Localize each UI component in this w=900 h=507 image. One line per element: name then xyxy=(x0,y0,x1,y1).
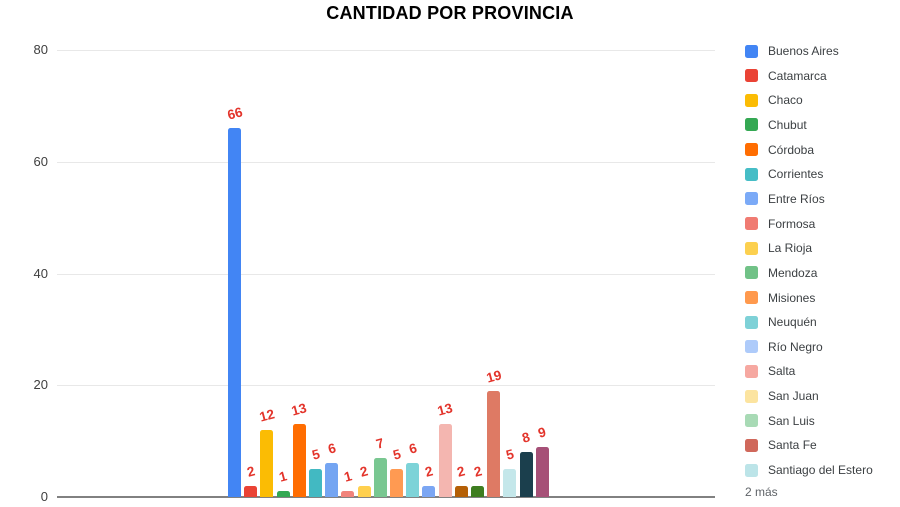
gridline xyxy=(57,273,715,275)
legend-item-label: La Rioja xyxy=(768,241,813,256)
legend-item-san-juan[interactable]: San Juan xyxy=(745,389,819,403)
bar-catamarca[interactable] xyxy=(244,485,258,497)
legend-swatch-icon xyxy=(745,192,758,206)
legend-swatch-icon xyxy=(745,463,758,477)
legend-item-label: Córdoba xyxy=(768,142,815,157)
bar-santa-fe[interactable] xyxy=(487,390,501,497)
legend-swatch-icon xyxy=(745,44,758,58)
bar-san-luis[interactable] xyxy=(471,485,484,497)
legend-swatch-icon xyxy=(745,217,758,231)
legend-item-misiones[interactable]: Misiones xyxy=(745,291,815,305)
y-axis-tick-label: 80 xyxy=(33,42,48,57)
value-label: 13 xyxy=(290,400,309,420)
legend-item-mendoza[interactable]: Mendoza xyxy=(745,266,817,280)
bar-cordoba[interactable] xyxy=(292,424,306,497)
bar-entre-rios[interactable] xyxy=(325,463,339,497)
legend-swatch-icon xyxy=(745,291,758,304)
legend-item-salta[interactable]: Salta xyxy=(745,364,795,378)
legend-item-label: Río Negro xyxy=(768,339,823,354)
bar-rio-negro[interactable] xyxy=(422,485,436,497)
bar-extra-2[interactable] xyxy=(535,446,549,497)
bar-la-rioja[interactable] xyxy=(357,485,371,497)
gridline xyxy=(57,161,715,163)
y-axis-tick-label: 60 xyxy=(33,153,48,169)
bar-mendoza[interactable] xyxy=(373,457,387,497)
value-label: 66 xyxy=(225,104,244,123)
legend-item-santiago-del-estero[interactable]: Santiago del Estero xyxy=(745,463,873,477)
legend-swatch-icon xyxy=(745,315,758,329)
x-axis-baseline xyxy=(57,496,715,498)
legend-item-cordoba[interactable]: Córdoba xyxy=(745,143,814,157)
y-axis-tick-label: 0 xyxy=(40,489,48,504)
bar-salta[interactable] xyxy=(438,424,452,497)
bar-extra-1[interactable] xyxy=(519,452,533,497)
legend-item-label: Salta xyxy=(768,364,796,379)
legend-item-corrientes[interactable]: Corrientes xyxy=(745,167,823,181)
legend-swatch-icon xyxy=(745,167,758,181)
bar-formosa[interactable] xyxy=(341,491,355,497)
legend-item-label: Formosa xyxy=(768,216,816,231)
legend-item-neuquen[interactable]: Neuquén xyxy=(745,315,817,329)
legend-item-santa-fe[interactable]: Santa Fe xyxy=(745,438,817,452)
legend-item-label: Chubut xyxy=(768,117,807,132)
legend-swatch-icon xyxy=(745,364,758,378)
y-axis-tick-label: 20 xyxy=(33,377,48,393)
bar-santiago-del-estero[interactable] xyxy=(503,469,517,497)
bar-chubut[interactable] xyxy=(276,491,290,497)
legend-item-la-rioja[interactable]: La Rioja xyxy=(745,241,812,255)
value-label: 12 xyxy=(257,406,277,425)
legend-item-label: Buenos Aires xyxy=(768,44,839,58)
bar-san-juan[interactable] xyxy=(454,485,468,497)
legend-item-chubut[interactable]: Chubut xyxy=(745,118,807,132)
legend-swatch-icon xyxy=(745,340,758,354)
legend-item-chaco[interactable]: Chaco xyxy=(745,93,803,107)
gridline xyxy=(57,385,715,387)
legend-swatch-icon xyxy=(745,266,758,280)
legend-overflow-label: 2 más xyxy=(745,485,778,500)
bar-chaco[interactable] xyxy=(260,429,274,497)
legend-item-catamarca[interactable]: Catamarca xyxy=(745,69,827,83)
legend-item-san-luis[interactable]: San Luis xyxy=(745,414,815,428)
legend-item-label: Chaco xyxy=(768,93,803,108)
bar-misiones[interactable] xyxy=(390,469,403,497)
legend-item-label: San Juan xyxy=(768,389,819,404)
legend-swatch-icon xyxy=(745,389,758,403)
gridline xyxy=(57,50,715,51)
legend-swatch-icon xyxy=(745,118,758,132)
legend-swatch-icon xyxy=(745,241,758,255)
legend-item-label: Santiago del Estero xyxy=(768,463,873,478)
legend-swatch-icon xyxy=(745,93,758,107)
bar-buenos-aires[interactable] xyxy=(228,128,241,497)
legend-item-buenos-aires[interactable]: Buenos Aires xyxy=(745,44,839,58)
legend-swatch-icon xyxy=(745,438,758,452)
legend-item-entre-rios[interactable]: Entre Ríos xyxy=(745,192,825,206)
legend-item-label: Santa Fe xyxy=(768,438,817,453)
chart-title: CANTIDAD POR PROVINCIA xyxy=(326,3,574,23)
legend-item-label: San Luis xyxy=(768,413,815,428)
legend-item-label: Entre Ríos xyxy=(768,191,825,206)
legend-item-formosa[interactable]: Formosa xyxy=(745,217,815,231)
legend-swatch-icon xyxy=(745,414,758,428)
value-label: 13 xyxy=(435,400,455,420)
bar-neuquen[interactable] xyxy=(406,463,420,497)
legend-swatch-icon xyxy=(745,69,758,83)
y-axis-tick-label: 40 xyxy=(33,265,48,281)
legend-item-label: Catamarca xyxy=(768,68,827,83)
legend-item-label: Corrientes xyxy=(768,167,824,182)
legend-item-label: Neuquén xyxy=(768,315,817,330)
legend-item-label: Mendoza xyxy=(768,265,818,280)
legend-item-rio-negro[interactable]: Río Negro xyxy=(745,340,823,354)
legend-swatch-icon xyxy=(745,143,758,157)
legend-item-label: Misiones xyxy=(768,290,816,305)
bar-corrientes[interactable] xyxy=(309,469,322,497)
